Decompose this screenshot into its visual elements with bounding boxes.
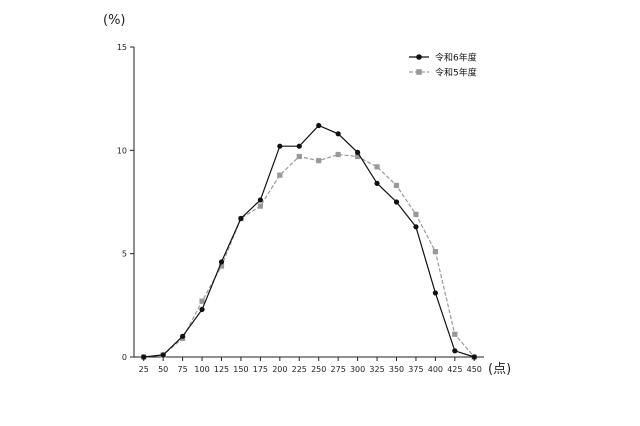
data-point (355, 149, 361, 155)
y-tick-label: 0 (122, 353, 127, 362)
data-point (238, 215, 244, 222)
x-tick-label: 450 (467, 365, 482, 374)
data-point (452, 348, 458, 354)
x-tick-label: 250 (311, 365, 326, 374)
data-point (393, 182, 400, 189)
data-point (452, 331, 458, 337)
data-point (160, 352, 166, 358)
x-tick-label: 425 (447, 365, 462, 374)
data-point (316, 122, 322, 129)
x-tick-label: 150 (233, 365, 248, 374)
x-tick-label: 350 (389, 365, 404, 374)
data-point (335, 151, 341, 158)
series-line (143, 153, 475, 358)
x-tick-label: 100 (194, 365, 209, 374)
data-point (199, 306, 205, 313)
data-point (277, 143, 283, 149)
y-tick-label: 5 (122, 250, 127, 259)
data-point (141, 354, 147, 360)
data-point (199, 298, 205, 304)
data-point (296, 153, 302, 160)
x-tick-label: 400 (428, 365, 443, 374)
data-point (413, 224, 419, 230)
data-point (180, 333, 186, 339)
data-point (316, 158, 322, 164)
data-point (335, 131, 341, 137)
x-tick-label: 375 (408, 365, 423, 374)
data-point (471, 354, 477, 360)
data-point (257, 203, 263, 209)
x-tick-label: 125 (214, 365, 229, 374)
legend-label: 令和5年度 (435, 67, 477, 79)
x-tick-label: 275 (331, 365, 346, 374)
y-tick-label: 10 (117, 146, 127, 155)
data-point (432, 290, 438, 296)
x-tick-label: 225 (292, 365, 307, 374)
data-point (374, 164, 380, 170)
y-axis-unit-label: (%) (103, 13, 126, 28)
x-axis-ticks: 25 50 75 100 125 150 175 200 225 250 275 300 325 350 3… (139, 357, 482, 374)
x-tick-label: 175 (253, 365, 268, 374)
x-tick-label: 50 (158, 365, 168, 374)
data-point (218, 263, 225, 269)
data-point (413, 211, 419, 217)
x-axis-unit-label: (点) (488, 362, 511, 377)
data-point (277, 172, 283, 178)
x-tick-label: 300 (350, 365, 365, 374)
series-layer (141, 122, 477, 360)
y-axis-ticks: 0 5 10 15 (117, 43, 134, 362)
x-tick-label: 200 (272, 365, 287, 374)
y-tick-label: 15 (117, 43, 127, 52)
legend-marker (416, 54, 422, 60)
data-point (257, 197, 263, 203)
legend-marker (416, 69, 422, 75)
x-tick-label: 75 (178, 365, 188, 374)
data-point (218, 259, 225, 265)
data-point (393, 199, 400, 205)
data-point (374, 180, 380, 186)
legend-label: 令和6年度 (435, 52, 477, 64)
data-point (432, 249, 438, 255)
data-point (355, 153, 361, 160)
x-tick-label: 25 (139, 365, 149, 374)
series-line (143, 124, 475, 358)
x-tick-label: 325 (369, 365, 384, 374)
data-point (296, 143, 302, 149)
